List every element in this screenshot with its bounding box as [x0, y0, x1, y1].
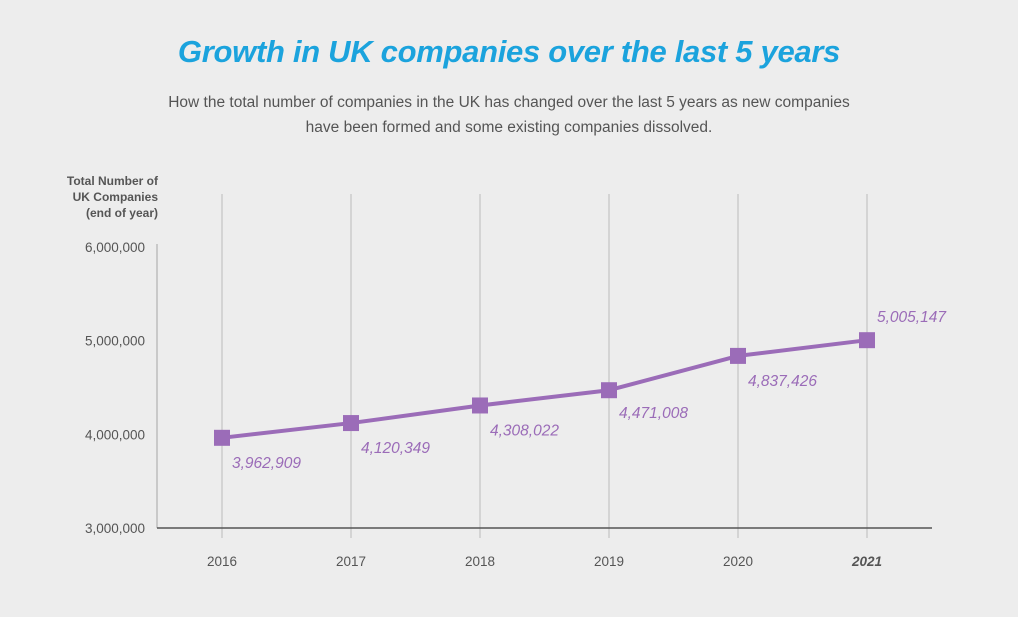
y-axis-title: Total Number of UK Companies (end of yea…: [67, 173, 158, 221]
axes: [156, 244, 932, 529]
x-tick-label: 2019: [594, 554, 624, 569]
data-point-marker: [730, 347, 746, 364]
chart-subtitle: How the total number of companies in the…: [0, 90, 1018, 140]
x-tick-label: 2017: [336, 554, 366, 569]
chart-title: Growth in UK companies over the last 5 y…: [177, 34, 841, 69]
y-tick-label: 4,000,000: [85, 427, 145, 442]
data-label: 5,005,147: [877, 309, 947, 326]
data-label: 3,962,909: [232, 455, 301, 472]
data-label: 4,471,008: [619, 405, 688, 422]
subtitle-line-1: How the total number of companies in the…: [168, 94, 850, 111]
x-tick-label: 2020: [723, 554, 753, 569]
subtitle-line-2: have been formed and some existing compa…: [305, 119, 713, 136]
y-tick-label: 3,000,000: [85, 521, 145, 536]
x-tick-label: 2021: [851, 554, 882, 569]
x-tick-label: 2018: [465, 554, 495, 569]
data-point-marker: [214, 429, 230, 446]
data-label: 4,837,426: [748, 373, 817, 390]
data-label: 4,120,349: [361, 440, 430, 457]
data-point-marker: [343, 415, 359, 432]
series: [214, 332, 875, 446]
y-axis-title-line-1: Total Number of: [66, 174, 158, 188]
tick-labels: 3,000,000 4,000,000 5,000,000 6,000,000 2016…: [85, 240, 882, 569]
x-tick-label: 2016: [207, 554, 237, 569]
y-tick-label: 5,000,000: [85, 334, 145, 349]
y-axis-title-line-3: (end of year): [85, 206, 158, 220]
data-labels: 3,962,909 4,120,349 4,308,022 4,471,008 4,83…: [232, 309, 947, 472]
y-axis-title-line-2: UK Companies: [72, 190, 158, 204]
series-line: [221, 338, 868, 440]
data-point-marker: [472, 397, 488, 414]
gridlines: [221, 194, 868, 538]
y-tick-label: 6,000,000: [85, 240, 145, 255]
data-point-marker: [859, 332, 875, 349]
data-point-marker: [601, 382, 617, 399]
data-label: 4,308,022: [490, 422, 559, 439]
